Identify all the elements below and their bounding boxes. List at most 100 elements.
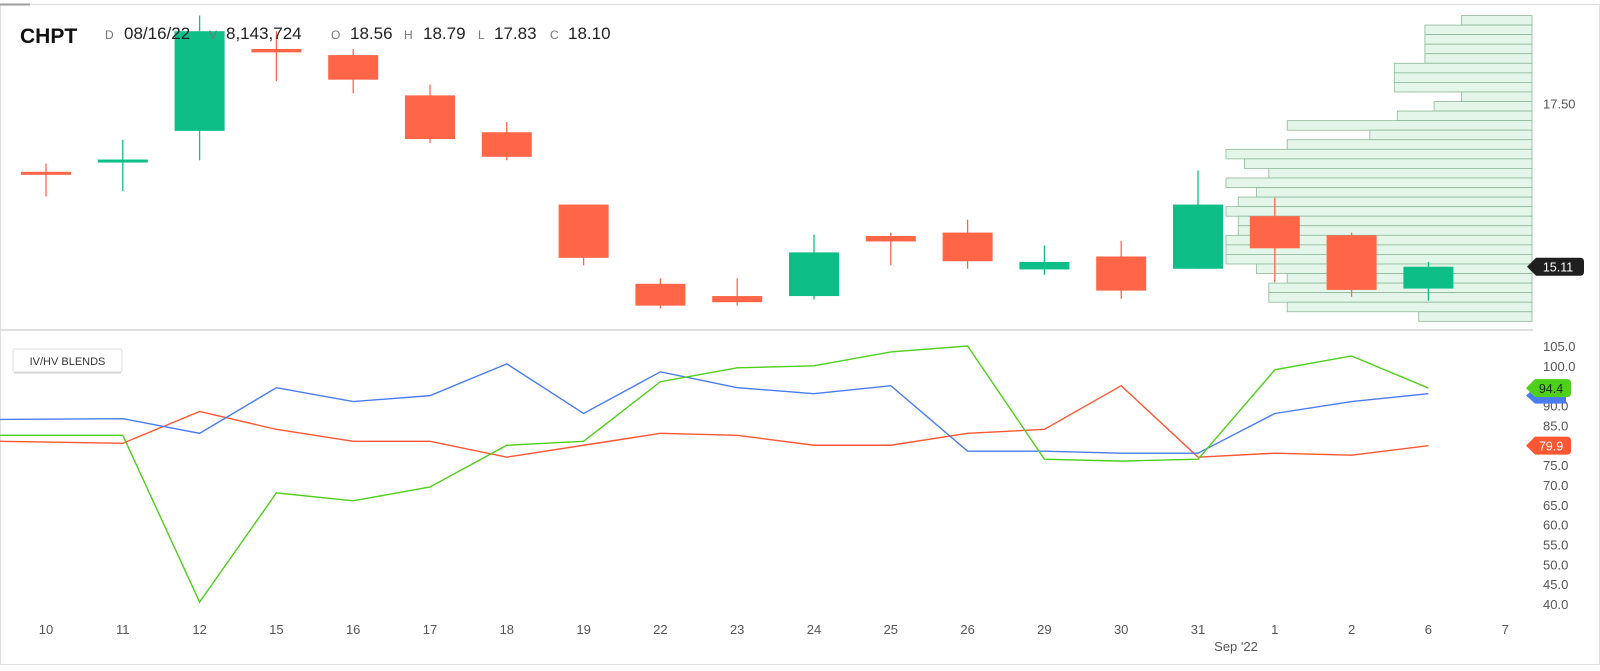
indicator-tick-label: 50.0: [1543, 557, 1568, 572]
indicator-button-label[interactable]: IV/HV BLENDS: [30, 356, 106, 368]
date-tick-label: 30: [1114, 622, 1128, 637]
open-key: O: [331, 28, 340, 42]
volume-profile-bar: [1433, 101, 1533, 112]
date-tick-label: 26: [960, 622, 974, 637]
candle-body: [481, 132, 532, 157]
indicator-button[interactable]: IV/HV BLENDS: [12, 348, 123, 374]
volume-profile-bar: [1256, 187, 1533, 198]
volume-profile-bar: [1424, 43, 1533, 55]
volume-profile-bar: [1256, 263, 1533, 274]
indicator-tick-label: 70.0: [1543, 478, 1568, 493]
volume-profile-bar: [1418, 311, 1533, 322]
volume-profile-bar: [1424, 53, 1533, 64]
volume-profile-bar: [1393, 72, 1533, 83]
candle-body: [1019, 261, 1070, 270]
volume-profile-bar: [1461, 15, 1533, 26]
volume-profile-bar: [1424, 34, 1533, 45]
end-value-label: 94.4: [1539, 382, 1563, 396]
close-value: 18.10: [568, 24, 611, 43]
candle-body: [1096, 256, 1147, 291]
indicator-tick-label: 105.0: [1543, 339, 1576, 354]
date-tick-label: 17: [423, 622, 437, 637]
candlestick-series: [21, 15, 1454, 309]
volume-key: V: [209, 28, 217, 42]
volume-profile-bar: [1268, 282, 1533, 294]
volume-profile-bar: [1393, 62, 1533, 74]
symbol-label: CHPT: [20, 25, 77, 48]
low-value: 17.83: [494, 24, 537, 43]
date-tick-label: 29: [1037, 622, 1051, 637]
volume-profile-bar: [1461, 91, 1533, 102]
iv-hv-series: [0, 345, 1429, 604]
candle-body: [789, 252, 839, 297]
volume-value: 8,143,724: [226, 24, 302, 43]
date-tick-label: 2: [1348, 622, 1355, 637]
candle-body: [97, 159, 148, 163]
volume-profile-bar: [1396, 110, 1533, 122]
hv-line-series: [0, 363, 1429, 454]
end-value-label: 79.9: [1539, 440, 1563, 454]
volume-profile-bar: [1424, 24, 1533, 36]
high-key: H: [404, 28, 413, 42]
candle-body: [1249, 216, 1300, 249]
price-axis: 17.50 15.11: [1527, 97, 1584, 276]
date-tick-label: 24: [807, 622, 821, 637]
indicator-axis: 40.045.050.055.060.065.070.075.085.090.0…: [1526, 339, 1576, 612]
volume-profile: [1225, 15, 1533, 322]
close-key: C: [550, 28, 559, 42]
date-tick-label: 23: [730, 622, 744, 637]
chart-border: [0, 4, 1600, 665]
price-tick-label: 17.50: [1543, 97, 1576, 112]
date-tick-label: 7: [1502, 622, 1509, 637]
candle-body: [328, 55, 379, 80]
date-tick-label: 22: [653, 622, 667, 637]
volume-profile-bar: [1225, 177, 1533, 188]
volume-profile-bar: [1225, 148, 1533, 160]
indicator-tick-label: 75.0: [1543, 458, 1568, 473]
candle-body: [1173, 204, 1223, 269]
candle-body: [251, 48, 302, 53]
date-tick-label: 12: [192, 622, 206, 637]
volume-profile-bar: [1268, 292, 1533, 303]
low-key: L: [478, 28, 485, 42]
date-tick-label: 19: [576, 622, 590, 637]
date-tick-label: 31: [1191, 622, 1205, 637]
date-axis: 10 11 12 15 16 17 18 19 22 23 24 25 26 29 30 31 1 2 6 7Sep …: [39, 622, 1509, 654]
month-label: Sep '22: [1214, 639, 1258, 654]
end-value-badge: [1526, 436, 1571, 455]
date-key: D: [105, 28, 114, 42]
last-price-value: 15.11: [1543, 261, 1573, 275]
volume-profile-bar: [1393, 82, 1533, 93]
candle-body: [712, 296, 763, 303]
blend-line-series: [0, 345, 1429, 604]
date-tick-label: 15: [269, 622, 283, 637]
volume-profile-bar: [1286, 139, 1533, 150]
indicator-tick-label: 40.0: [1543, 597, 1568, 612]
ohlc-header: CHPT D 08/16/22 V 8,143,724 O 18.56 H 18…: [20, 24, 611, 48]
volume-profile-bar: [1268, 168, 1533, 179]
date-value: 08/16/22: [124, 24, 190, 43]
indicator-tick-label: 60.0: [1543, 518, 1568, 533]
indicator-tick-label: 85.0: [1543, 418, 1568, 433]
indicator-button-bg[interactable]: [12, 348, 123, 373]
date-tick-label: 1: [1271, 622, 1278, 637]
candle-body: [21, 171, 71, 175]
candle-body: [1403, 266, 1454, 289]
candle-body: [174, 31, 225, 131]
volume-profile-bar: [1237, 196, 1533, 208]
high-value: 18.79: [423, 24, 466, 43]
volume-profile-bar: [1243, 158, 1533, 169]
indicator-tick-label: 65.0: [1543, 498, 1568, 513]
open-value: 18.56: [350, 24, 393, 43]
iv-line-series: [0, 384, 1429, 458]
candle-body: [865, 235, 916, 242]
volume-profile-bar: [1225, 254, 1533, 265]
volume-profile-bar: [1369, 129, 1533, 141]
volume-profile-bar: [1286, 301, 1533, 313]
indicator-tick-label: 100.0: [1543, 359, 1576, 374]
last-price-badge: [1527, 257, 1584, 276]
date-tick-label: 10: [39, 622, 53, 637]
candle-body: [1326, 235, 1377, 290]
